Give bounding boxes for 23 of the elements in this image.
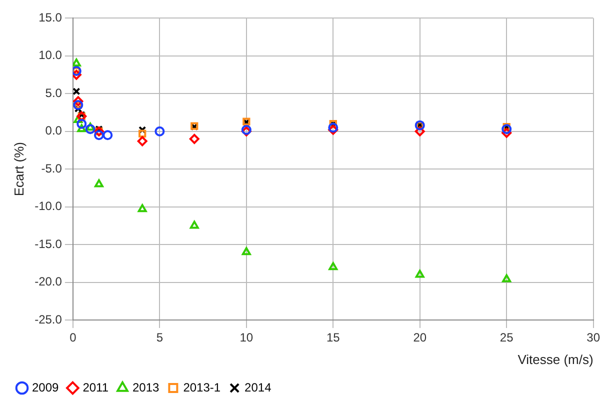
legend-label: 2013 <box>132 380 160 394</box>
y-tick-label: -15.0 <box>34 236 62 251</box>
y-tick-label: -5.0 <box>41 161 62 176</box>
y-tick-label: -25.0 <box>34 312 62 326</box>
x-tick-label: 5 <box>156 330 164 345</box>
y-tick-label: -20.0 <box>34 274 62 289</box>
x-tick-label: 30 <box>586 330 600 345</box>
y-tick-label: 15.0 <box>38 10 62 25</box>
x-tick-label: 20 <box>413 330 427 345</box>
x-tick-label: 0 <box>70 330 77 345</box>
x-tick-label: 25 <box>500 330 514 345</box>
legend-label: 2014 <box>244 380 272 394</box>
y-tick-label: 5.0 <box>45 86 62 100</box>
y-tick-label: -10.0 <box>34 199 62 214</box>
x-tick-label: 10 <box>240 330 254 345</box>
x-axis-title: Vitesse (m/s) <box>518 352 594 367</box>
legend-label: 2013-1 <box>183 380 221 394</box>
y-axis-title: Ecart (%) <box>11 142 26 196</box>
y-tick-label: 10.0 <box>38 48 62 62</box>
x-tick-label: 15 <box>326 330 340 345</box>
legend-label: 2011 <box>82 380 109 394</box>
y-tick-label: 0.0 <box>45 124 62 138</box>
legend-label: 2009 <box>32 380 60 394</box>
